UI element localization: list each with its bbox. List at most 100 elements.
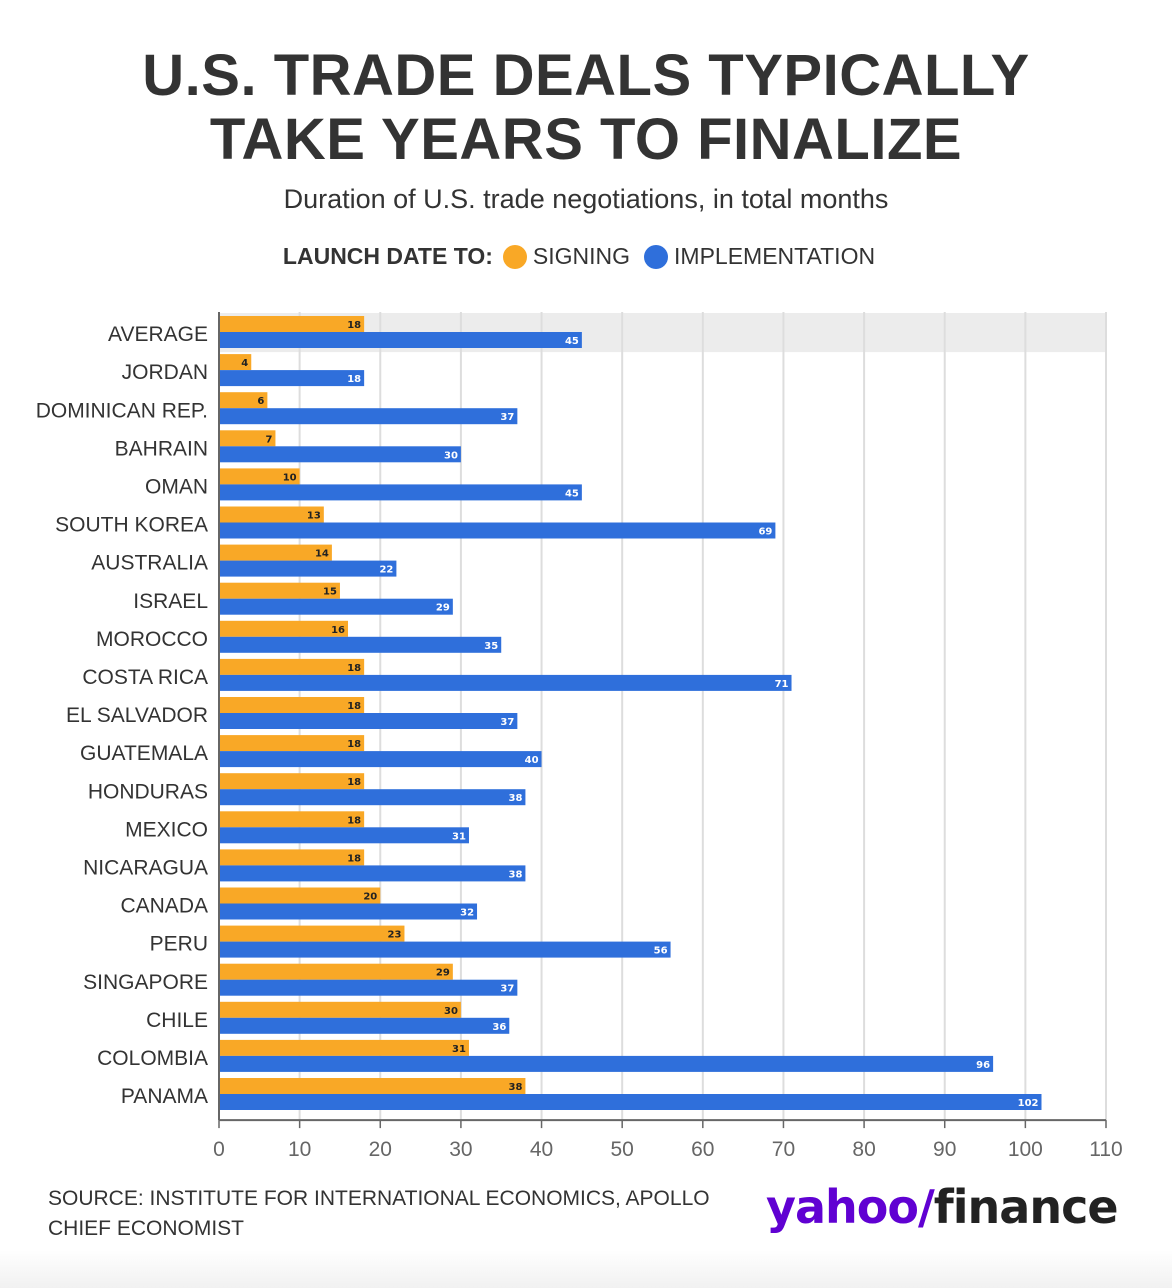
category-label: MOROCCO <box>96 628 208 651</box>
signing-bar <box>219 1039 469 1056</box>
implementation-value-label: 18 <box>347 374 361 385</box>
signing-bar <box>219 811 365 828</box>
implementation-bar <box>219 636 502 653</box>
category-label: NICARAGUA <box>83 856 208 879</box>
signing-bar <box>219 1001 461 1018</box>
implementation-value-label: 29 <box>436 603 450 614</box>
category-label: ISRAEL <box>133 590 208 613</box>
implementation-bar <box>219 408 518 425</box>
implementation-value-label: 38 <box>508 793 522 804</box>
implementation-value-label: 69 <box>758 527 772 538</box>
signing-value-label: 14 <box>315 549 329 560</box>
implementation-bar <box>219 827 469 844</box>
signing-value-label: 30 <box>444 1006 458 1017</box>
implementation-value-label: 102 <box>1018 1098 1039 1109</box>
signing-bar <box>219 735 365 752</box>
implementation-value-label: 37 <box>500 984 514 995</box>
category-label: COSTA RICA <box>82 666 208 689</box>
implementation-value-label: 45 <box>565 336 579 347</box>
signing-bar <box>219 582 340 599</box>
implementation-bar <box>219 522 776 539</box>
x-tick-label: 40 <box>530 1138 553 1160</box>
signing-value-label: 18 <box>347 320 361 331</box>
legend-label-signing: SIGNING <box>532 243 631 269</box>
category-label: BAHRAIN <box>115 437 208 460</box>
signing-value-label: 13 <box>307 511 321 522</box>
implementation-bar <box>219 560 397 577</box>
chart-title: U.S. TRADE DEALS TYPICALLY TAKE YEARS TO… <box>0 44 1172 172</box>
footer-fade <box>0 1250 1172 1288</box>
implementation-value-label: 36 <box>492 1022 506 1033</box>
signing-bar <box>219 316 365 332</box>
implementation-bar <box>219 1094 1042 1110</box>
x-tick-label: 50 <box>611 1138 634 1160</box>
signing-value-label: 15 <box>323 587 337 598</box>
category-label: SINGAPORE <box>83 971 208 994</box>
signing-bar <box>219 963 453 980</box>
category-label: EL SALVADOR <box>66 704 208 727</box>
category-label: PERU <box>150 933 208 956</box>
implementation-value-label: 40 <box>525 755 539 766</box>
signing-bar <box>219 658 365 675</box>
signing-bar <box>219 773 365 790</box>
signing-value-label: 18 <box>347 777 361 788</box>
implementation-bar <box>219 1017 510 1034</box>
signing-value-label: 38 <box>508 1082 522 1093</box>
category-label: GUATEMALA <box>80 742 208 765</box>
bar-chart: AVERAGE 18 45 JORDAN 4 18 DOMINICAN REP. 6 37 BAH… <box>36 312 1123 1160</box>
chart-subtitle: Duration of U.S. trade negotiations, in … <box>283 184 889 214</box>
signing-bar <box>219 925 405 942</box>
implementation-value-label: 96 <box>976 1060 990 1071</box>
category-label: OMAN <box>145 475 208 498</box>
legend-entry-signing: SIGNING <box>502 243 631 270</box>
signing-bar <box>219 354 252 371</box>
source-note: SOURCE: INSTITUTE FOR INTERNATIONAL ECON… <box>48 1187 710 1240</box>
signing-value-label: 6 <box>257 396 264 407</box>
signing-bar <box>219 468 300 485</box>
category-label: AUSTRALIA <box>91 552 208 575</box>
implementation-bar <box>219 332 582 348</box>
implementation-value-label: 31 <box>452 831 466 842</box>
signing-value-label: 7 <box>265 434 272 445</box>
signing-value-label: 16 <box>331 625 345 636</box>
signing-value-label: 29 <box>436 968 450 979</box>
implementation-bar <box>219 979 518 996</box>
x-tick-label: 10 <box>288 1138 311 1160</box>
implementation-value-label: 38 <box>508 869 522 880</box>
implementation-value-label: 45 <box>565 488 579 499</box>
legend: LAUNCH DATE TO: SIGNING IMPLEMENTATION <box>0 243 1172 270</box>
implementation-bar <box>219 674 792 691</box>
implementation-bar <box>219 865 526 882</box>
implementation-bar <box>219 484 582 501</box>
signing-value-label: 18 <box>347 853 361 864</box>
implementation-value-label: 71 <box>775 679 789 690</box>
x-tick-label: 110 <box>1089 1138 1122 1160</box>
logo-finance: finance <box>933 1180 1119 1234</box>
x-tick-label: 60 <box>691 1138 714 1160</box>
x-tick-label: 70 <box>772 1138 795 1160</box>
signing-bar <box>219 430 276 447</box>
x-tick-label: 100 <box>1008 1138 1043 1160</box>
legend-label-implementation: IMPLEMENTATION <box>674 243 876 269</box>
implementation-bar <box>219 903 478 920</box>
signing-value-label: 18 <box>347 815 361 826</box>
implementation-bar <box>219 446 461 463</box>
implementation-value-label: 56 <box>654 946 668 957</box>
category-label: JORDAN <box>122 361 208 384</box>
implementation-value-label: 35 <box>484 641 498 652</box>
implementation-bar <box>219 1055 994 1072</box>
signing-value-label: 23 <box>388 930 402 941</box>
implementation-bar <box>219 789 526 806</box>
signing-bar <box>219 697 365 713</box>
category-label: HONDURAS <box>88 780 208 803</box>
signing-bar <box>219 544 332 561</box>
x-tick-label: 20 <box>369 1138 392 1160</box>
signing-value-label: 31 <box>452 1044 466 1055</box>
logo-yahoo: yahoo/ <box>766 1180 935 1234</box>
x-tick-label: 0 <box>213 1138 225 1160</box>
category-label: CHILE <box>146 1009 208 1032</box>
category-label: CANADA <box>120 895 208 918</box>
legend-swatch-implementation <box>644 244 669 269</box>
x-tick-label: 80 <box>852 1138 875 1160</box>
category-label: COLOMBIA <box>97 1047 208 1070</box>
